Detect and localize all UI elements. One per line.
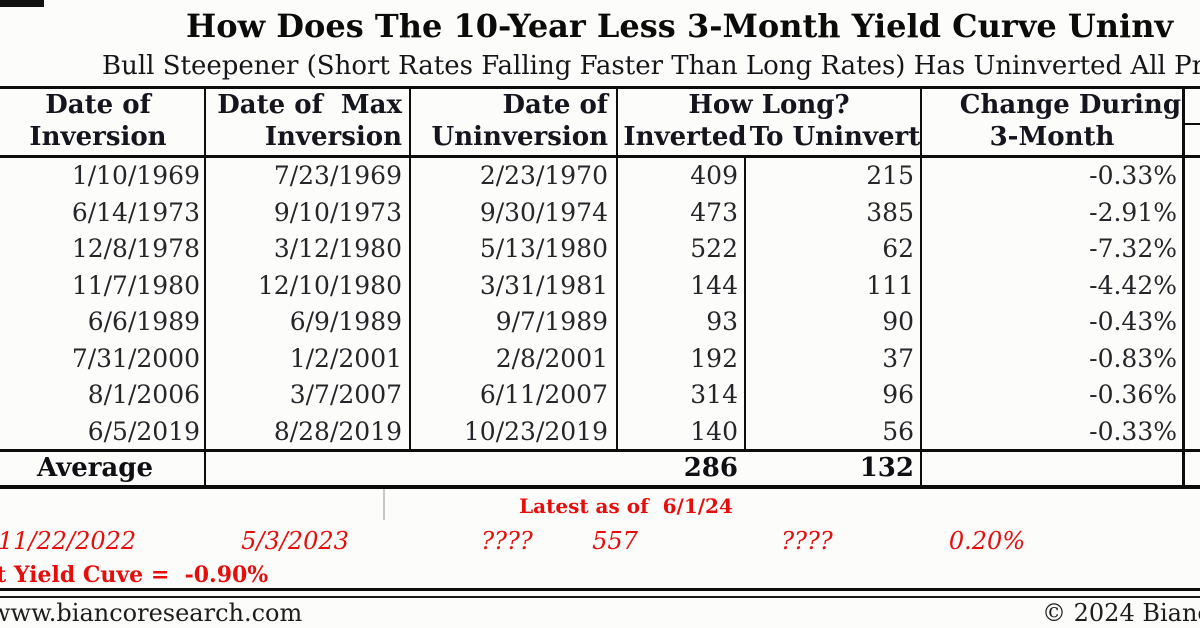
column-header-change-line2: 3-Month [989,122,1115,152]
table-row: 7/31/2000 1/2/2001 2/8/2001 192 37 -0.83… [0,341,1200,378]
cell-days-to-uninvert: 385 [866,197,914,227]
col-border-1 [204,86,206,489]
table-border-average-bottom [0,485,1200,489]
cell-date-of-max-inversion: 7/23/1969 [273,161,402,190]
column-header-inversion-line2: Inversion [29,122,167,152]
cell-change-during: -0.43% [1089,307,1177,336]
page-subtitle: Bull Steepener (Short Rates Falling Fast… [102,51,1200,81]
cell-date-of-inversion: 12/8/1978 [71,234,200,263]
latest-days-inverted: 557 [592,527,638,555]
table-row: 6/14/1973 9/10/1973 9/30/1974 473 385 -2… [0,195,1200,232]
column-header-uninversion-line1: Date of [502,90,608,120]
cell-date-of-uninversion: 2/23/1970 [479,161,608,190]
average-inverted: 286 [683,453,738,483]
column-header-to-uninvert: To Uninvert [749,122,921,152]
table-border-top [0,86,1200,89]
table-body: 1/10/1969 7/23/1969 2/23/1970 409 215 -0… [0,158,1200,450]
cell-days-to-uninvert: 96 [882,380,914,409]
latest-date-of-uninversion: ???? [481,527,533,555]
cell-date-of-uninversion: 10/23/2019 [463,416,608,446]
column-header-max-inversion-line1: Date of Max [217,90,402,120]
latest-date-of-max-inversion: 5/3/2023 [241,527,349,555]
latest-change-during: 0.20% [948,527,1026,555]
cell-days-inverted: 93 [706,307,738,336]
cell-days-to-uninvert: 56 [882,416,914,446]
cell-days-to-uninvert: 215 [866,161,914,190]
page-title: How Does The 10-Year Less 3-Month Yield … [186,7,1174,45]
table-border-subheader-right [1183,123,1200,125]
cell-date-of-uninversion: 9/30/1974 [479,197,608,227]
rule-thin [0,596,1200,598]
col-border-4 [744,155,746,452]
table-row: 8/1/2006 3/7/2007 6/11/2007 314 96 -0.36… [0,377,1200,414]
rule-thick [0,588,1200,591]
average-label: Average [36,453,154,483]
table-border-data-bottom [0,449,1200,452]
column-header-uninversion-line2: Uninversion [431,122,608,152]
cell-date-of-uninversion: 5/13/1980 [479,234,608,263]
cell-date-of-inversion: 11/7/1980 [71,270,200,300]
cell-date-of-max-inversion: 8/28/2019 [273,416,402,446]
col-border-2 [409,86,411,452]
cell-date-of-max-inversion: 6/9/1989 [289,307,402,336]
table-row: 1/10/1969 7/23/1969 2/23/1970 409 215 -0… [0,158,1200,195]
column-header-change-line1: Change During [959,90,1181,120]
cell-date-of-max-inversion: 1/2/2001 [289,343,402,373]
cell-change-during: -7.32% [1089,234,1177,263]
cell-days-inverted: 314 [690,380,738,409]
cell-date-of-inversion: 6/6/1989 [87,307,200,336]
cell-change-during: -0.83% [1089,343,1177,373]
cell-days-to-uninvert: 37 [882,343,914,373]
column-header-inverted: Inverted [623,122,747,152]
cell-date-of-max-inversion: 3/12/1980 [273,234,402,263]
cell-change-during: -0.33% [1089,161,1177,190]
cell-date-of-uninversion: 3/31/1981 [479,270,608,300]
cell-date-of-inversion: 6/14/1973 [71,197,200,227]
cell-days-to-uninvert: 62 [882,234,914,263]
cell-days-to-uninvert: 111 [866,270,914,300]
cell-change-during: -0.36% [1089,380,1177,409]
latest-date-of-inversion: 11/22/2022 [0,527,137,555]
column-header-how-long: How Long? [688,90,850,120]
col-border-6 [1182,86,1185,489]
table-row: 6/5/2019 8/28/2019 10/23/2019 140 56 -0.… [0,414,1200,451]
cell-date-of-inversion: 1/10/1969 [71,161,200,190]
cell-date-of-uninversion: 9/7/1989 [495,307,608,336]
table-row: 11/7/1980 12/10/1980 3/31/1981 144 111 -… [0,268,1200,305]
cell-days-inverted: 144 [690,270,738,300]
table-row: 12/8/1978 3/12/1980 5/13/1980 522 62 -7.… [0,231,1200,268]
cell-date-of-max-inversion: 9/10/1973 [273,197,402,227]
col-border-3 [616,86,618,452]
cell-days-inverted: 522 [690,234,738,263]
cell-date-of-max-inversion: 12/10/1980 [257,270,402,300]
cell-date-of-max-inversion: 3/7/2007 [289,380,402,409]
cell-date-of-uninversion: 2/8/2001 [495,343,608,373]
faint-gridline [383,489,385,520]
cell-date-of-inversion: 7/31/2000 [71,343,200,373]
cell-change-during: -0.33% [1089,416,1177,446]
latest-days-to-uninvert: ???? [781,527,833,555]
cropped-artifact [0,0,44,7]
copyright-text: © 2024 Bianc [1042,599,1200,627]
col-border-5 [920,86,922,489]
column-header-max-inversion-line2: Inversion [264,122,402,152]
cell-days-to-uninvert: 90 [882,307,914,336]
cell-days-inverted: 192 [690,343,738,373]
cell-change-during: -2.91% [1089,197,1177,227]
cell-days-inverted: 473 [690,197,738,227]
cell-date-of-uninversion: 6/11/2007 [479,380,608,409]
website-text: www.biancoresearch.com [0,599,303,627]
average-to-uninvert: 132 [859,453,914,483]
yield-curve-note: t Yield Cuve = -0.90% [0,562,269,588]
cell-date-of-inversion: 8/1/2006 [87,380,200,409]
column-header-inversion-line1: Date of [45,90,151,120]
table-row: 6/6/1989 6/9/1989 9/7/1989 93 90 -0.43% [0,304,1200,341]
latest-caption: Latest as of 6/1/24 [519,494,733,518]
cell-change-during: -4.42% [1089,270,1177,300]
cell-date-of-inversion: 6/5/2019 [87,416,200,446]
cell-days-inverted: 409 [690,161,738,190]
cell-days-inverted: 140 [690,416,738,446]
table-border-header-bottom [0,155,1200,158]
